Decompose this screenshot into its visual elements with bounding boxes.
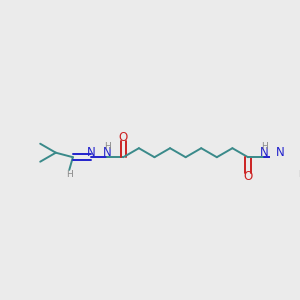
Text: N: N [103,146,112,159]
Text: H: H [261,142,268,151]
Text: N: N [86,146,95,159]
Text: H: H [66,170,73,179]
Text: N: N [276,146,285,159]
Text: O: O [119,131,128,144]
Text: H: H [298,170,300,179]
Text: N: N [260,146,268,159]
Text: O: O [243,170,253,184]
Text: H: H [104,142,111,151]
